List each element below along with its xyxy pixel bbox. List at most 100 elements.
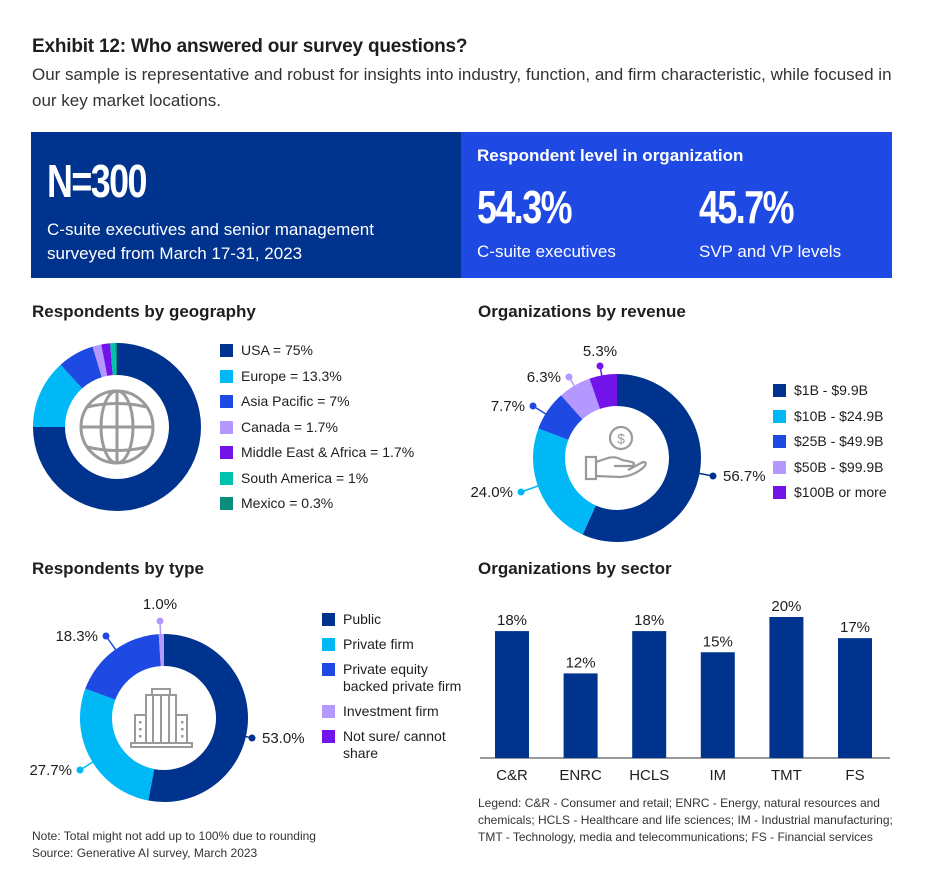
- legend-swatch: [220, 369, 233, 383]
- legend-label: Investment firm: [343, 703, 439, 719]
- data-label-investment-firm: 1.0%: [143, 596, 177, 613]
- data-label-public: 53.0%: [262, 730, 305, 747]
- legend-item-1b-9-9b: $1B - $9.9B: [773, 382, 887, 399]
- stat-svp-vp: 45.7% SVP and VP levels: [699, 184, 841, 262]
- bar-value-label: 18%: [497, 612, 527, 629]
- geography-chart-title: Respondents by geography: [32, 302, 256, 321]
- bar-hcls: [632, 631, 667, 758]
- bar-im: [700, 652, 735, 758]
- legend-item-private-equity-backed-private-firm: Private equity backed private firm: [322, 661, 462, 695]
- sector-bar-chart: 18% C&R 12% ENRC 18% HCLS 15% IM 20% TMT 17% FS: [480, 598, 890, 784]
- revenue-legend: $1B - $9.9B $10B - $24.9B $25B - $49.9B $50…: [773, 382, 887, 510]
- footnote: Note: Total might not add up to 100% due…: [32, 828, 316, 862]
- legend-label: Not sure/ cannot share: [343, 728, 446, 761]
- legend-item-10b-24-9b: $10B - $24.9B: [773, 408, 887, 425]
- data-label-private-equity-backed-private-firm: 18.3%: [55, 628, 98, 645]
- legend-item-private-firm: Private firm: [322, 636, 462, 653]
- legend-label: Europe = 13.3%: [241, 367, 342, 384]
- sector-chart-title: Organizations by sector: [478, 559, 672, 578]
- legend-swatch: [773, 435, 786, 448]
- exhibit-subtitle: Our sample is representative and robust …: [32, 65, 892, 110]
- geography-donut: [33, 343, 201, 511]
- svg-text:$: $: [617, 431, 625, 447]
- stat-c-suite: 54.3% C-suite executives: [477, 184, 616, 262]
- stat-value: 45.7%: [699, 181, 795, 233]
- legend-swatch: [220, 497, 233, 510]
- donut-slice-50b-99-9b: [561, 378, 601, 420]
- type-chart-title: Respondents by type: [32, 559, 204, 578]
- bar-value-label: 15%: [703, 633, 733, 650]
- legend-item-25b-49-9b: $25B - $49.9B: [773, 433, 887, 450]
- leader-dot: [76, 766, 84, 774]
- money-hand-icon: $: [584, 425, 647, 481]
- donut-slice-mexico: [115, 343, 117, 376]
- bar-c-r: [495, 631, 529, 758]
- legend-swatch: [220, 420, 233, 434]
- legend-label: Canada = 1.7%: [241, 418, 338, 435]
- sample-description: C-suite executives and senior management…: [47, 220, 374, 263]
- legend-swatch: [220, 395, 233, 408]
- bar-value-label: 18%: [634, 612, 664, 629]
- legend-item-middle-east-africa: Middle East & Africa = 1.7%: [220, 444, 414, 461]
- legend-item-usa: USA = 75%: [220, 342, 414, 359]
- leader-dot: [529, 402, 537, 410]
- legend-swatch: [773, 460, 786, 474]
- legend-swatch: [322, 613, 335, 626]
- respondent-level-title: Respondent level in organization: [477, 146, 744, 165]
- x-tick-label: IM: [709, 767, 726, 784]
- legend-swatch: [322, 730, 335, 743]
- legend-swatch: [220, 446, 233, 459]
- donut-slice-10b-24-9b: [533, 428, 596, 535]
- legend-swatch: [773, 384, 786, 397]
- legend-item-canada: Canada = 1.7%: [220, 419, 414, 436]
- legend-label: $25B - $49.9B: [794, 433, 884, 449]
- donut-slice-asia-pacific: [60, 346, 102, 389]
- legend-label: Middle East & Africa = 1.7%: [241, 444, 415, 460]
- bar-fs: [838, 638, 872, 758]
- donut-slice-private-firm: [79, 688, 155, 801]
- leader-dot: [709, 472, 717, 480]
- bar-value-label: 20%: [771, 598, 801, 615]
- legend-label: Mexico = 0.3%: [241, 495, 334, 511]
- geography-legend: USA = 75% Europe = 13.3% Asia Pacific = 7%…: [220, 342, 414, 521]
- data-label-25b-49-9b: 7.7%: [491, 398, 525, 415]
- legend-label: Asia Pacific = 7%: [241, 393, 350, 409]
- exhibit-title: Exhibit 12: Who answered our survey ques…: [32, 36, 468, 57]
- x-tick-label: HCLS: [629, 767, 669, 784]
- donut-slice-south-america: [110, 343, 117, 376]
- bar-value-label: 12%: [566, 654, 596, 671]
- bar-tmt: [769, 617, 804, 758]
- leader-dot: [517, 488, 525, 496]
- legend-item-investment-firm: Investment firm: [322, 703, 462, 720]
- revenue-donut: 56.7% 24.0% 7.7%6.3% 5.3%: [470, 343, 766, 542]
- legend-item-europe: Europe = 13.3%: [220, 368, 414, 385]
- legend-label: Private firm: [343, 636, 414, 652]
- x-tick-label: FS: [845, 767, 864, 784]
- data-label-100b-or-more: 5.3%: [583, 343, 617, 360]
- stat-value: 54.3%: [477, 181, 572, 233]
- legend-swatch: [322, 638, 335, 651]
- sector-legend-note: Legend: C&R - Consumer and retail; ENRC …: [478, 796, 893, 844]
- source-note: Source: Generative AI survey, March 2023: [32, 846, 258, 860]
- donut-slice-europe: [33, 364, 83, 427]
- data-label-10b-24-9b: 24.0%: [470, 484, 513, 501]
- legend-swatch: [773, 409, 786, 423]
- legend-item-south-america: South America = 1%: [220, 470, 414, 487]
- stat-label: SVP and VP levels: [699, 242, 842, 261]
- legend-swatch: [322, 705, 335, 718]
- legend-label: Public: [343, 611, 382, 627]
- donut-slice-25b-49-9b: [538, 395, 583, 440]
- type-legend: Public Private firm Private equity backed …: [322, 611, 462, 770]
- data-label-1b-9-9b: 56.7%: [723, 468, 766, 485]
- donut-slice-usa: [33, 343, 201, 511]
- building-icon: [130, 688, 193, 748]
- legend-label: $50B - $99.9B: [794, 458, 884, 475]
- leader-dot: [596, 362, 604, 370]
- rounding-note: Note: Total might not add up to 100% due…: [32, 829, 316, 843]
- revenue-chart-title: Organizations by revenue: [478, 302, 686, 321]
- legend-label: $10B - $24.9B: [794, 407, 884, 424]
- legend-label: South America = 1%: [241, 469, 369, 486]
- stat-label: C-suite executives: [477, 242, 616, 261]
- legend-swatch: [220, 344, 233, 357]
